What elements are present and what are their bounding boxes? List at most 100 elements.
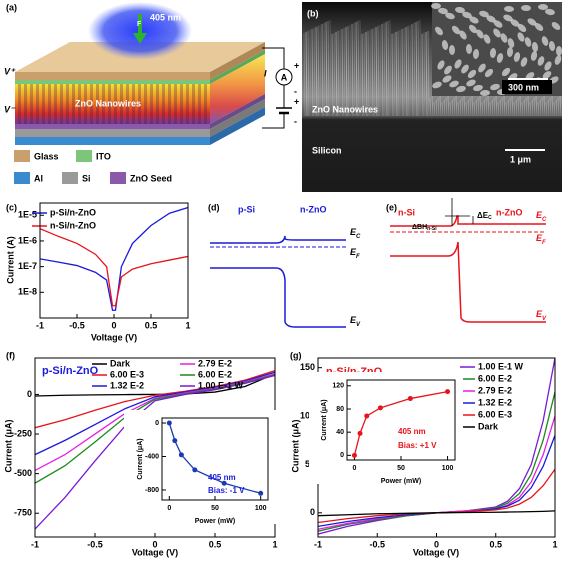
sem-grain: [507, 38, 515, 48]
sem-grain: [462, 11, 472, 19]
sem-grain: [459, 30, 467, 40]
series-line: [35, 374, 275, 484]
x-tick-label: -0.5: [369, 539, 385, 549]
sem-grain: [503, 14, 513, 22]
wire: [54, 84, 57, 124]
band-label: EV: [536, 309, 547, 321]
sem-wire: [341, 28, 344, 117]
sem-wire: [353, 22, 356, 117]
y-tick-label: 150: [300, 362, 315, 372]
region-label: n-ZnO: [300, 204, 327, 214]
series-line: [40, 228, 188, 307]
sem-grain: [480, 89, 490, 97]
panel-label: (b): [307, 8, 319, 18]
y-tick-label: 80: [336, 406, 344, 413]
y-tick-label: 0: [27, 389, 32, 399]
sem-wire: [355, 21, 358, 117]
point: [178, 452, 184, 458]
conduction-band: [210, 235, 346, 244]
point: [221, 480, 227, 486]
legend-label: p-Si/n-ZnO: [50, 207, 96, 217]
sem-wire: [527, 95, 530, 117]
sem-wire: [471, 95, 474, 117]
legend-swatch: [76, 150, 92, 162]
sem-wire: [439, 95, 442, 117]
x-tick-label: -1: [314, 539, 322, 549]
sem-wire: [515, 99, 518, 117]
sem-wire: [461, 97, 464, 117]
sem-grain: [483, 34, 491, 44]
sem-grain: [527, 18, 537, 26]
wire: [262, 113, 285, 129]
sem-grain: [432, 81, 442, 89]
wire: [168, 84, 171, 124]
sem-wire: [399, 29, 402, 117]
sem-wire: [313, 27, 316, 117]
y-tick-label: -800: [145, 487, 159, 494]
sem-wire: [545, 101, 548, 117]
wire: [90, 84, 93, 124]
wire: [84, 84, 87, 124]
sem-grain: [461, 64, 469, 74]
sem-grain: [544, 61, 552, 71]
sem-grain: [545, 8, 555, 16]
y-tick-label: 0: [155, 420, 159, 427]
region-label: n-ZnO: [496, 207, 523, 217]
panel-b: 300 nm (b) ZnO Nanowires Silicon 1 μm: [302, 2, 563, 192]
sem-grain: [517, 23, 527, 33]
point: [357, 430, 363, 436]
sem-grain: [504, 5, 514, 13]
x-axis-label: Voltage (V): [413, 547, 459, 557]
x-tick-label: 1: [185, 320, 190, 330]
panel-label: (f): [6, 350, 15, 360]
y-tick-label: 1E-6: [18, 235, 37, 245]
sem-wire: [411, 23, 414, 117]
legend-label: 2.79 E-2: [478, 385, 512, 395]
inset-scale-label: 300 nm: [508, 82, 539, 92]
wire: [132, 84, 135, 124]
sem-wire: [551, 95, 554, 117]
x-axis-label: Voltage (V): [91, 332, 137, 342]
series-line: [40, 206, 188, 311]
sem-grain: [496, 53, 504, 63]
sem-wire: [397, 30, 400, 117]
sem-wire: [413, 22, 416, 117]
sem-wire: [307, 30, 310, 117]
sem-wire: [361, 33, 364, 117]
x-tick-label: 0: [352, 465, 356, 472]
annotation: 405 nm: [208, 473, 236, 482]
sem-wire: [385, 21, 388, 117]
sem-grain: [490, 83, 500, 91]
wire: [36, 84, 39, 124]
x-tick-label: 1: [552, 539, 557, 549]
annotation: Bias: -1 V: [208, 486, 245, 495]
sem-wire: [487, 95, 490, 117]
sem-wire: [377, 25, 380, 117]
ito-side: [210, 50, 265, 84]
force-label: F: [137, 21, 142, 28]
y-tick-label: 0: [340, 452, 344, 459]
sem-wire: [409, 24, 412, 117]
al-layer: [15, 137, 210, 145]
legend-swatch: [14, 172, 30, 184]
sem-wire: [455, 95, 458, 117]
sem-wire: [343, 27, 346, 117]
sem-wire: [429, 97, 432, 117]
sem-grain: [493, 28, 501, 38]
point: [407, 396, 413, 402]
wire: [108, 84, 111, 124]
plot-frame: [346, 379, 456, 461]
panel-label: (e): [386, 202, 397, 212]
sem-grain: [501, 67, 511, 77]
y-tick-label: -400: [145, 453, 159, 460]
wire: [162, 84, 165, 124]
sem-wire: [375, 26, 378, 117]
sem-wire: [365, 31, 368, 117]
y-tick-label: -750: [14, 508, 32, 518]
legend-label: 1.00 E-1 W: [198, 380, 244, 390]
sem-wire: [447, 95, 450, 117]
sem-wire: [495, 95, 498, 117]
sem-wire: [323, 22, 326, 117]
sem-wire: [529, 101, 532, 117]
